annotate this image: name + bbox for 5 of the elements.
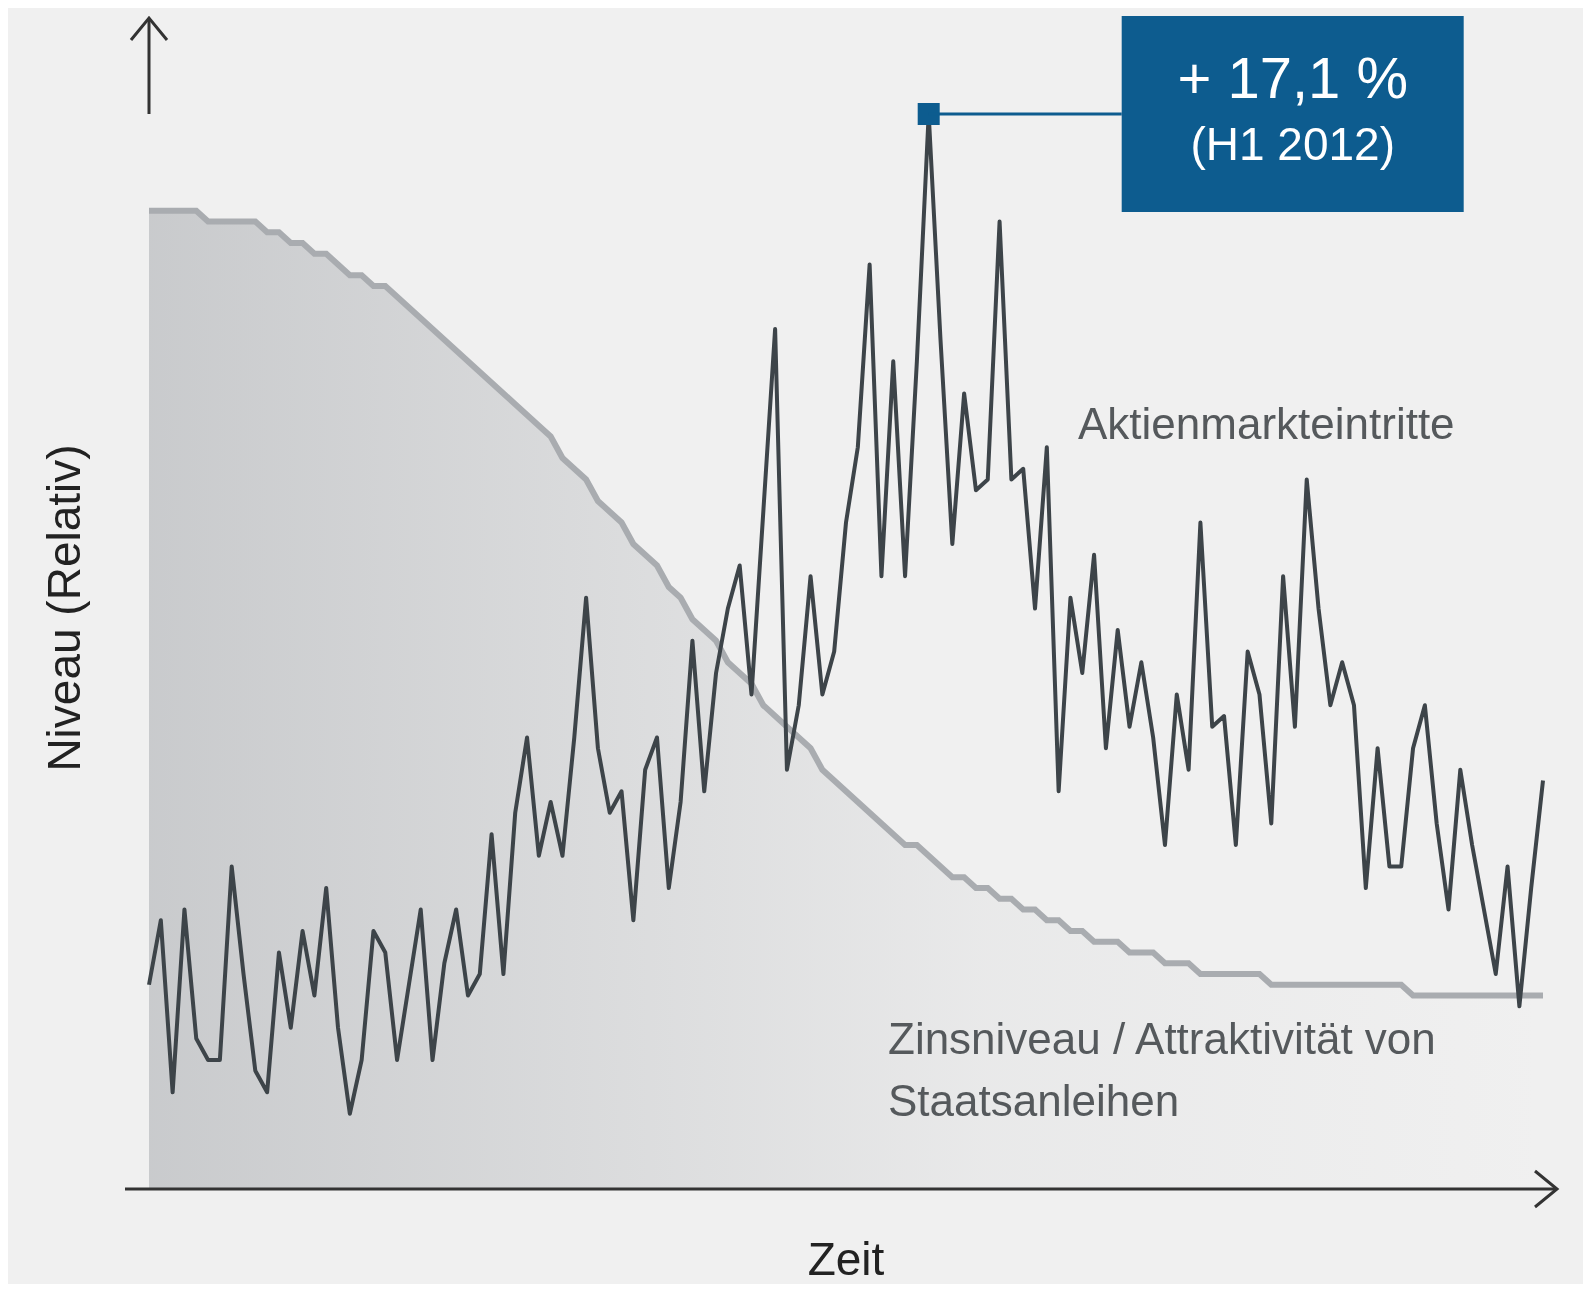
y-axis-title: Niveau (Relativ) bbox=[37, 444, 91, 772]
annotation: + 17,1 % (H1 2012) bbox=[1177, 45, 1408, 170]
series-label: Zinsniveau / Attraktivität von Staatsanleihen bbox=[888, 1013, 1437, 1127]
series-label: Aktienmarkteintritte bbox=[1078, 398, 1456, 450]
x-axis-title: Zeit bbox=[806, 1232, 886, 1286]
